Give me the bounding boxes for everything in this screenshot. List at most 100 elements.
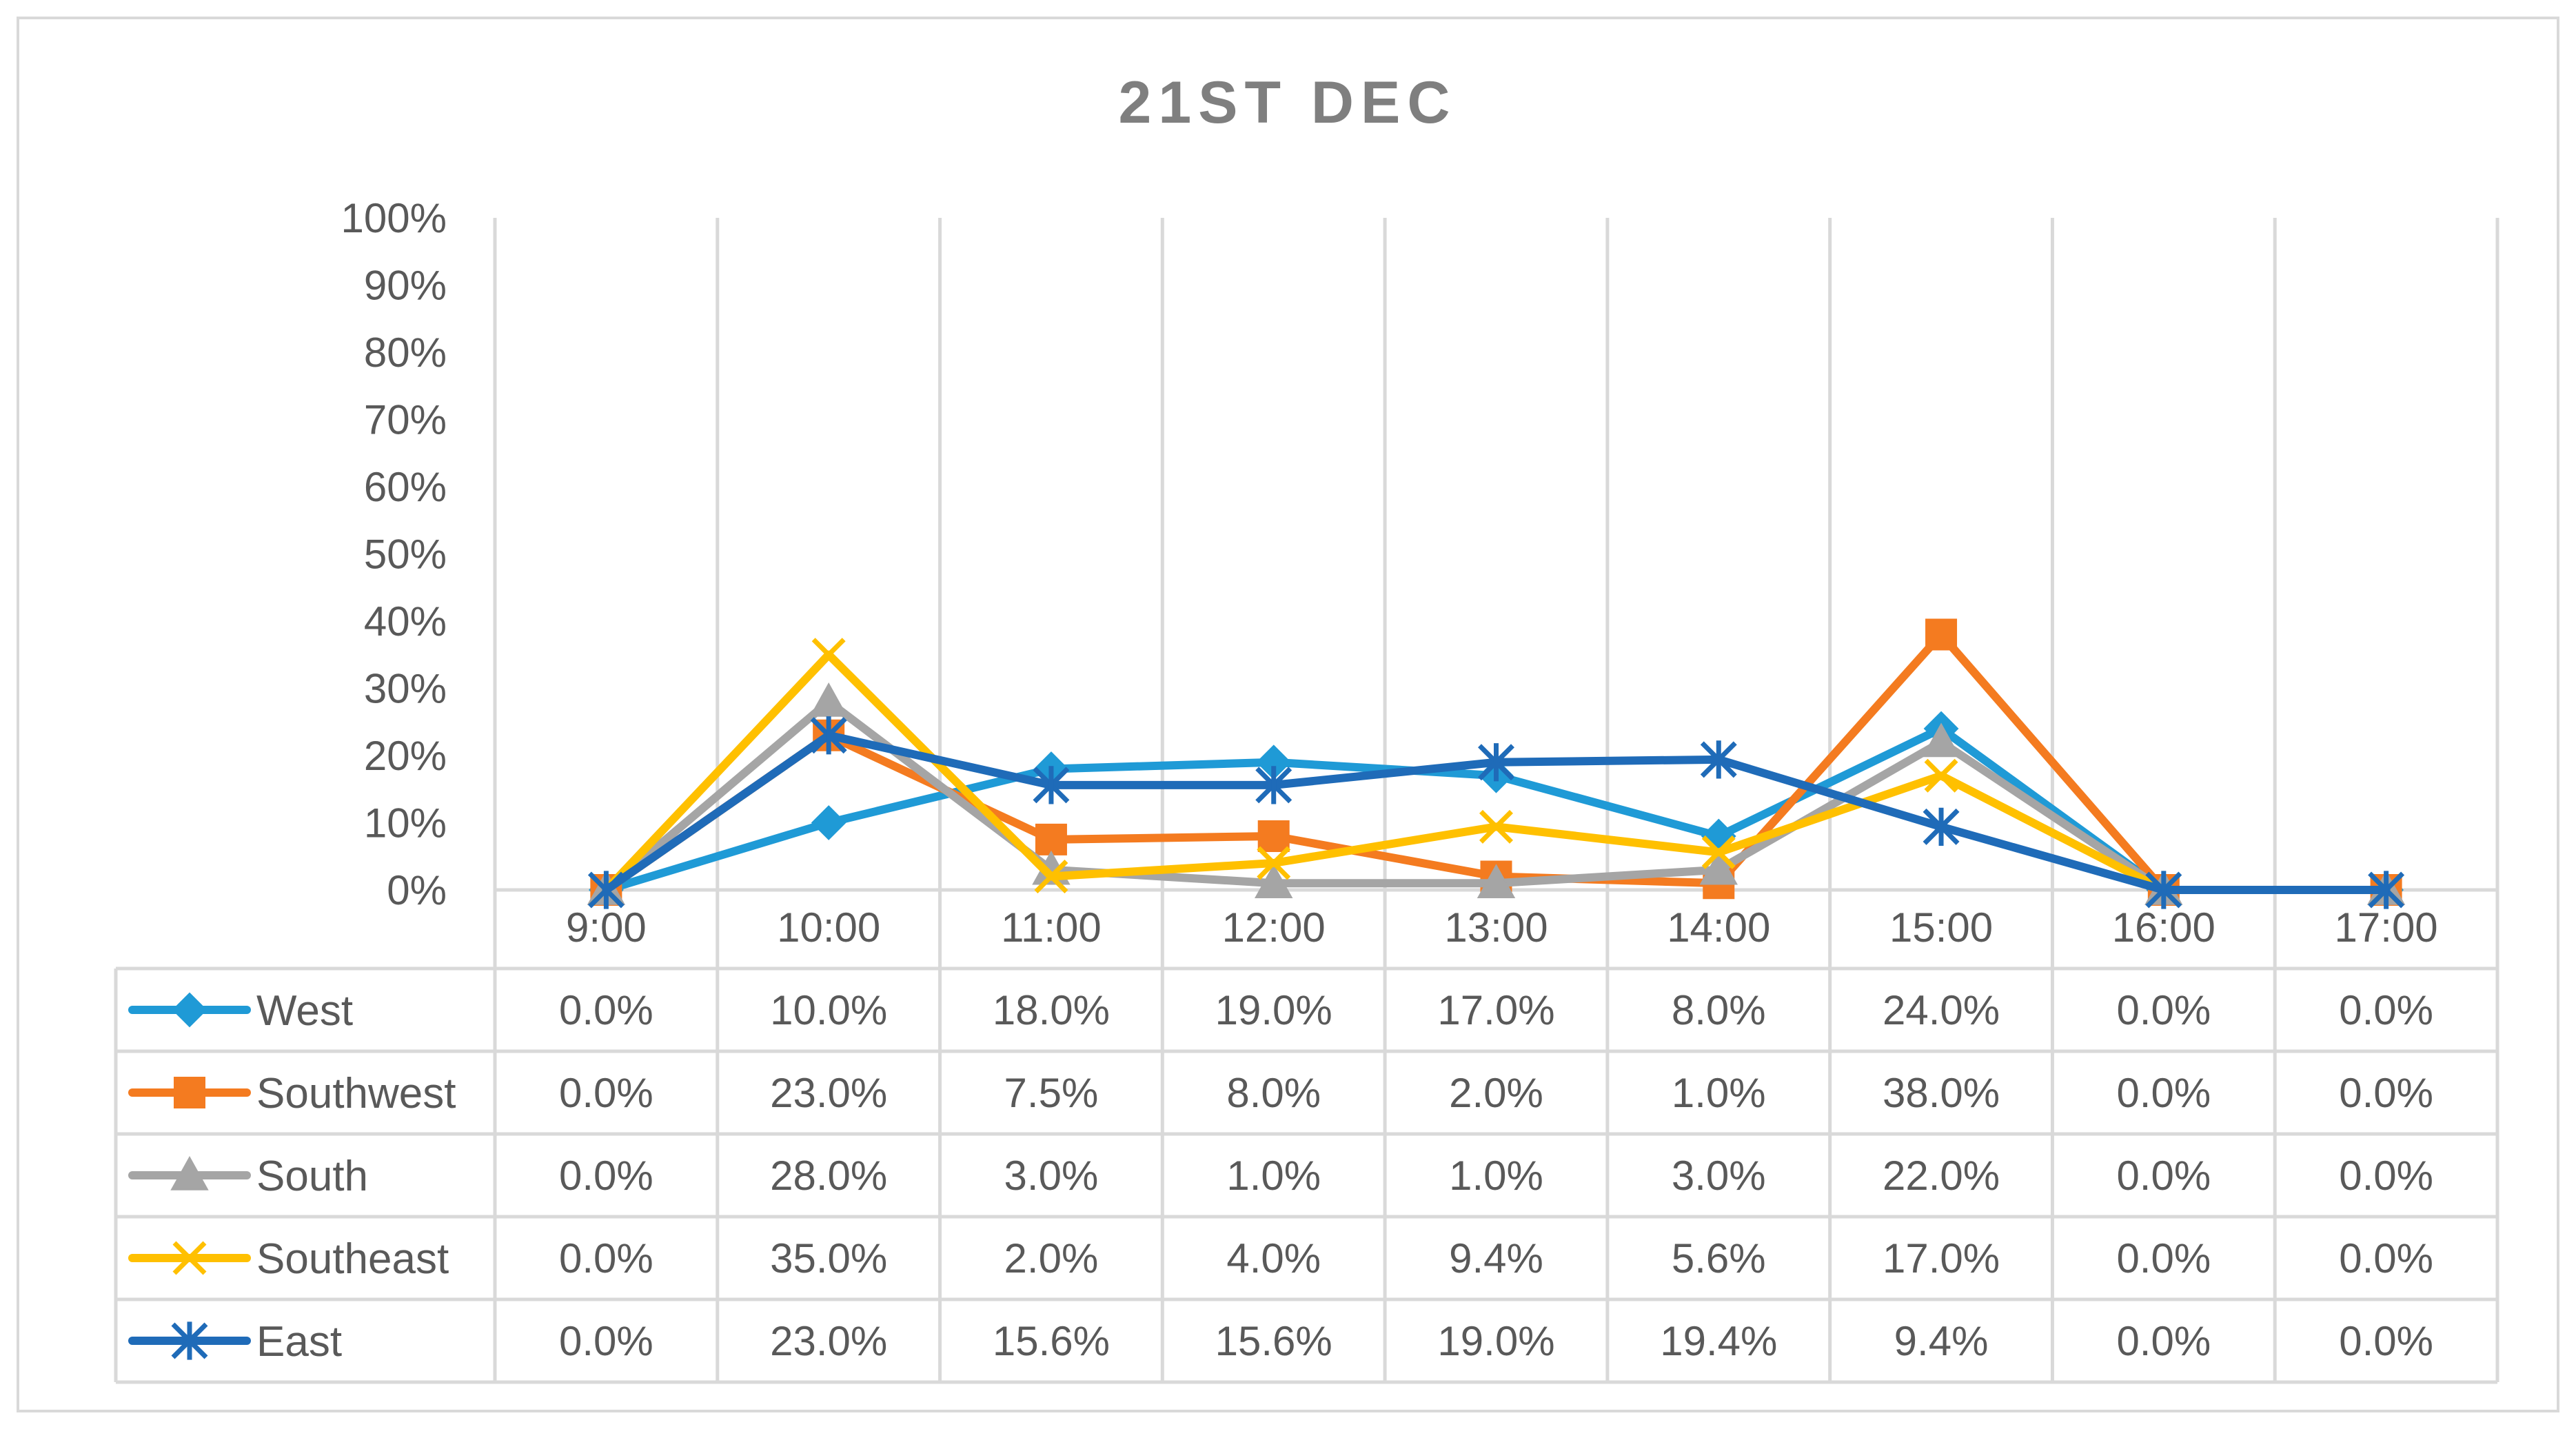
y-tick-label: 80% (364, 330, 447, 376)
table-cell: 8.0% (1672, 987, 1766, 1033)
table-cell: 38.0% (1883, 1070, 2000, 1116)
data-point-east (2145, 871, 2182, 909)
legend-label-southeast: Southeast (256, 1235, 449, 1283)
legend-label-east: East (256, 1318, 342, 1366)
data-point-south (1477, 864, 1516, 899)
y-tick-label: 40% (364, 598, 447, 645)
table-cell: 0.0% (559, 987, 653, 1033)
data-point-east (587, 871, 625, 909)
x-tick-label: 15:00 (1889, 904, 1993, 951)
legend-key-west (128, 992, 251, 1028)
data-point-southwest (1925, 618, 1958, 651)
data-point-southeast (1257, 846, 1291, 880)
data-point-southeast (1479, 809, 1513, 844)
data-point-southeast (811, 638, 846, 672)
y-tick-label: 100% (341, 195, 447, 241)
table-cell: 7.5% (1004, 1070, 1099, 1116)
data-point-southwest (1257, 820, 1290, 852)
legend-keys: West Southwest South Southeast East (128, 987, 456, 1366)
legend-key-southwest (128, 1077, 251, 1108)
table-cell: 1.0% (1226, 1153, 1321, 1199)
x-tick-label: 10:00 (777, 904, 880, 951)
x-tick-label: 13:00 (1444, 904, 1548, 951)
table-cell: 3.0% (1004, 1153, 1099, 1199)
table-cell: 3.0% (1672, 1153, 1766, 1199)
grid-lines (493, 218, 2499, 1382)
table-cell: 4.0% (1226, 1235, 1321, 1281)
data-point-east (1478, 743, 1514, 782)
table-cell: 0.0% (2339, 1318, 2433, 1364)
table-cell: 19.0% (1437, 1318, 1554, 1364)
table-cell: 0.0% (2116, 1153, 2211, 1199)
data-point-east (1255, 766, 1292, 804)
table-cell: 1.0% (1449, 1153, 1543, 1199)
data-point-south (809, 682, 848, 717)
table-cell: 28.0% (770, 1153, 887, 1199)
x-tick-label: 11:00 (1001, 904, 1102, 951)
legend-key-southeast (128, 1241, 251, 1275)
data-point-southwest (1035, 823, 1067, 855)
x-tick-label: 16:00 (2112, 904, 2215, 951)
legend-label-west: West (256, 987, 353, 1035)
data-point-east (2368, 871, 2405, 909)
x-tick-label: 14:00 (1667, 904, 1770, 951)
data-point-south (1255, 864, 1293, 899)
legend-label-south: South (256, 1153, 368, 1200)
x-tick-label: 9:00 (566, 904, 647, 951)
y-tick-label: 50% (364, 531, 447, 578)
y-axis-tick-labels: 0% 10% 20% 30% 40% 50% 60% 70% 80% 90% 100% (341, 195, 447, 913)
data-point-south (1922, 722, 1960, 758)
data-point-east (1923, 807, 1960, 846)
y-tick-label: 0% (387, 867, 447, 913)
table-cell: 15.6% (1215, 1318, 1332, 1364)
x-axis-tick-labels: 9:00 10:00 11:00 12:00 13:00 14:00 15:00 16:00 1… (566, 904, 2438, 951)
x-tick-label: 12:00 (1222, 904, 1326, 951)
y-tick-label: 70% (364, 397, 447, 443)
table-cell: 0.0% (2339, 987, 2433, 1033)
table-cell: 0.0% (559, 1235, 653, 1281)
table-cell: 0.0% (2116, 1070, 2211, 1116)
table-cell: 19.4% (1660, 1318, 1777, 1364)
legend-key-east (128, 1321, 251, 1360)
table-cell: 23.0% (770, 1318, 887, 1364)
table-cell: 22.0% (1883, 1153, 2000, 1199)
data-point-west (811, 805, 846, 840)
y-tick-label: 10% (364, 800, 447, 847)
table-cell: 9.4% (1894, 1318, 1989, 1364)
data-point-southeast (1924, 758, 1958, 793)
table-cell: 17.0% (1437, 987, 1554, 1033)
y-tick-label: 90% (364, 263, 447, 309)
table-cell: 0.0% (2116, 1318, 2211, 1364)
chart-frame (17, 17, 2559, 1412)
table-cell: 0.0% (2116, 987, 2211, 1033)
table-cell: 8.0% (1226, 1070, 1321, 1116)
series-east (587, 716, 2405, 909)
table-cell: 0.0% (2339, 1070, 2433, 1116)
table-cell: 17.0% (1883, 1235, 2000, 1281)
table-cell: 0.0% (2339, 1153, 2433, 1199)
table-cell: 1.0% (1672, 1070, 1766, 1116)
legend-key-south (128, 1155, 251, 1190)
table-cell: 0.0% (2116, 1235, 2211, 1281)
table-cell: 19.0% (1215, 987, 1332, 1033)
table-cell: 15.6% (993, 1318, 1110, 1364)
x-tick-label: 17:00 (2335, 904, 2438, 951)
data-point-east (1033, 766, 1070, 804)
legend-label-southwest: Southwest (256, 1070, 456, 1117)
data-point-east (810, 716, 847, 755)
table-cell: 2.0% (1004, 1235, 1099, 1281)
data-point-southeast (1034, 860, 1068, 893)
table-cell: 23.0% (770, 1070, 887, 1116)
table-cell: 0.0% (2339, 1235, 2433, 1281)
table-cell: 0.0% (559, 1318, 653, 1364)
y-tick-label: 20% (364, 733, 447, 779)
data-point-southeast (1701, 835, 1736, 869)
table-cell: 2.0% (1449, 1070, 1543, 1116)
y-tick-label: 30% (364, 666, 447, 712)
data-point-east (1700, 740, 1737, 779)
table-cell: 35.0% (770, 1235, 887, 1281)
series-lines (587, 618, 2406, 909)
table-cell: 0.0% (559, 1153, 653, 1199)
table-cell: 18.0% (993, 987, 1110, 1033)
